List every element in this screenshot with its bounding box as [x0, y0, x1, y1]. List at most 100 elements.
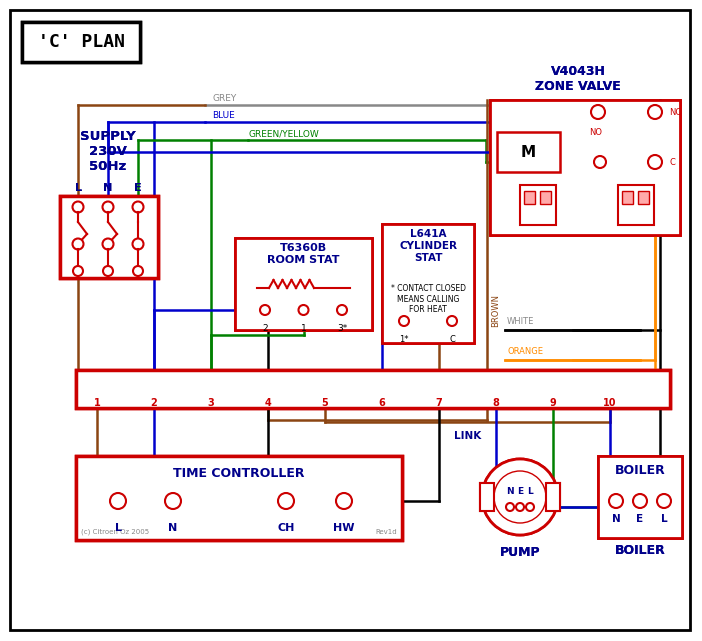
Circle shape — [260, 305, 270, 315]
Text: T6360B
ROOM STAT: T6360B ROOM STAT — [267, 243, 340, 265]
Text: TIME CONTROLLER: TIME CONTROLLER — [173, 467, 305, 479]
Text: E: E — [134, 183, 142, 193]
Circle shape — [648, 155, 662, 169]
Circle shape — [133, 238, 143, 249]
Text: NO: NO — [590, 128, 602, 137]
Text: L: L — [114, 523, 121, 533]
Bar — [60, 196, 158, 278]
Circle shape — [102, 238, 114, 249]
Circle shape — [494, 471, 546, 523]
Circle shape — [430, 380, 448, 398]
Text: HW: HW — [333, 523, 355, 533]
Text: L: L — [74, 183, 81, 193]
Bar — [618, 185, 654, 225]
Text: CH: CH — [277, 523, 295, 533]
Text: 'C' PLAN: 'C' PLAN — [37, 33, 124, 51]
Circle shape — [373, 380, 391, 398]
Circle shape — [165, 493, 181, 509]
Bar — [22, 22, 140, 62]
Circle shape — [278, 493, 294, 509]
Text: L641A
CYLINDER
STAT: L641A CYLINDER STAT — [399, 229, 457, 263]
Text: 7: 7 — [436, 398, 442, 408]
Text: 1*: 1* — [399, 335, 409, 344]
Circle shape — [516, 503, 524, 511]
Circle shape — [609, 494, 623, 508]
Text: M: M — [521, 144, 536, 160]
Circle shape — [601, 380, 619, 398]
Text: 3*: 3* — [337, 324, 347, 333]
Text: N: N — [103, 183, 112, 193]
Circle shape — [399, 316, 409, 326]
Text: C: C — [449, 335, 455, 344]
Text: 7: 7 — [436, 398, 442, 408]
Text: (c) Citroen Oz 2005: (c) Citroen Oz 2005 — [81, 529, 149, 535]
Text: 8: 8 — [493, 398, 499, 408]
Text: T6360B
ROOM STAT: T6360B ROOM STAT — [267, 243, 340, 265]
Bar — [638, 191, 649, 204]
Text: ORANGE: ORANGE — [507, 347, 543, 356]
Text: N: N — [506, 487, 514, 495]
Bar — [524, 191, 535, 204]
Bar — [598, 456, 682, 538]
Circle shape — [648, 105, 662, 119]
Text: V4043H
ZONE VALVE: V4043H ZONE VALVE — [535, 65, 621, 93]
Bar — [638, 191, 649, 204]
Text: SUPPLY
230V
50Hz: SUPPLY 230V 50Hz — [80, 130, 136, 173]
Circle shape — [103, 266, 113, 276]
Bar — [520, 185, 556, 225]
Text: BOILER: BOILER — [615, 463, 665, 476]
Text: (c) Citroen Oz 2005: (c) Citroen Oz 2005 — [81, 529, 149, 535]
Text: L: L — [661, 514, 668, 524]
Bar — [540, 191, 551, 204]
Bar — [546, 483, 560, 511]
Text: E: E — [517, 487, 523, 495]
Text: N: N — [506, 487, 514, 495]
Circle shape — [657, 494, 671, 508]
Text: BOILER: BOILER — [615, 544, 665, 558]
Text: 9: 9 — [550, 398, 557, 408]
Text: L: L — [527, 487, 533, 495]
Text: E: E — [517, 487, 523, 495]
Circle shape — [506, 503, 514, 511]
Text: 1: 1 — [93, 398, 100, 408]
Bar — [622, 191, 633, 204]
Circle shape — [133, 201, 143, 213]
Bar — [497, 132, 560, 172]
Text: 2: 2 — [151, 398, 157, 408]
Bar — [524, 191, 535, 204]
Bar — [546, 483, 560, 511]
Text: N: N — [611, 514, 621, 524]
Circle shape — [399, 316, 409, 326]
Circle shape — [72, 238, 84, 249]
Circle shape — [72, 201, 84, 213]
Text: NO: NO — [590, 128, 602, 137]
Circle shape — [316, 380, 334, 398]
Circle shape — [591, 105, 605, 119]
Text: BOILER: BOILER — [615, 544, 665, 558]
Bar — [382, 224, 474, 343]
Circle shape — [145, 380, 163, 398]
Circle shape — [72, 201, 84, 213]
Text: 4: 4 — [265, 398, 272, 408]
Bar — [520, 185, 556, 225]
Circle shape — [526, 503, 534, 511]
Circle shape — [544, 380, 562, 398]
Bar — [497, 132, 560, 172]
Text: * CONTACT CLOSED
MEANS CALLING
FOR HEAT: * CONTACT CLOSED MEANS CALLING FOR HEAT — [390, 284, 465, 314]
Circle shape — [88, 380, 106, 398]
Bar — [382, 224, 474, 343]
Circle shape — [260, 305, 270, 315]
Text: N: N — [611, 514, 621, 524]
Text: 6: 6 — [378, 398, 385, 408]
Bar — [76, 370, 670, 408]
Text: 4: 4 — [265, 398, 272, 408]
Bar — [76, 456, 402, 540]
Text: M: M — [521, 144, 536, 160]
Bar — [490, 100, 680, 235]
Circle shape — [487, 380, 505, 398]
Text: CH: CH — [277, 523, 295, 533]
Circle shape — [482, 459, 558, 535]
Circle shape — [633, 494, 647, 508]
Circle shape — [609, 494, 623, 508]
Circle shape — [591, 105, 605, 119]
